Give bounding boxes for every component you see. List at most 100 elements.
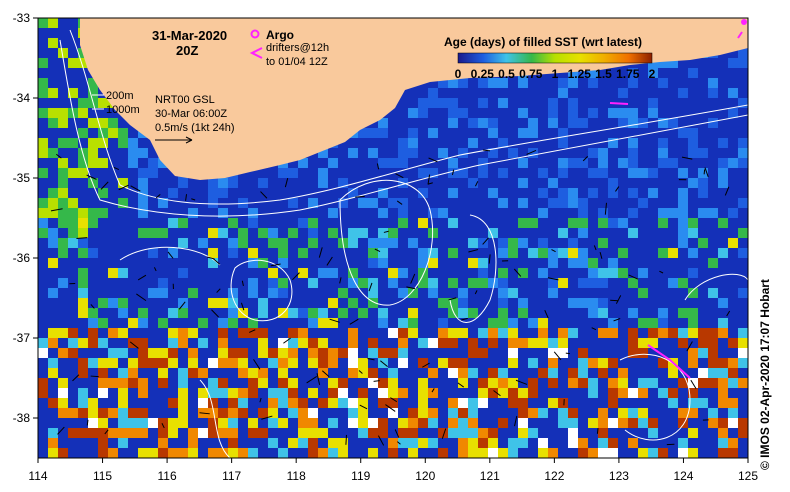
sst-cell — [158, 368, 168, 378]
sst-cell — [508, 438, 518, 448]
sst-cell — [708, 288, 718, 298]
sst-cell — [408, 128, 418, 138]
sst-cell — [168, 428, 178, 438]
sst-cell — [548, 178, 558, 188]
sst-cell — [488, 428, 498, 438]
sst-cell — [158, 378, 168, 388]
sst-cell — [38, 78, 48, 88]
sst-cell — [608, 378, 618, 388]
sst-cell — [98, 188, 108, 198]
sst-cell — [478, 278, 488, 288]
sst-cell — [528, 118, 538, 128]
sst-cell — [218, 388, 228, 398]
sst-cell — [218, 448, 228, 458]
bathymetry-contours — [59, 29, 748, 458]
sst-cell — [358, 388, 368, 398]
sst-cell — [548, 358, 558, 368]
sst-cell — [678, 278, 688, 288]
sst-cell — [638, 288, 648, 298]
sst-cell — [558, 158, 568, 168]
sst-cell — [328, 358, 338, 368]
sst-cell — [658, 78, 668, 88]
sst-cell — [348, 338, 358, 348]
sst-cell — [98, 448, 108, 458]
currents-datetime: 30-Mar 06:00Z — [155, 108, 227, 120]
sst-cell — [48, 438, 58, 448]
colorbar-label: 1.25 — [568, 67, 592, 81]
sst-cell — [458, 308, 468, 318]
sst-cell — [518, 308, 528, 318]
sst-cell — [488, 378, 498, 388]
sst-cell — [238, 238, 248, 248]
sst-cell — [728, 408, 738, 418]
sst-cell — [448, 158, 458, 168]
sst-cell — [638, 318, 648, 328]
current-vector — [428, 157, 438, 163]
sst-cell — [358, 408, 368, 418]
sst-cell — [578, 378, 588, 388]
current-vector — [130, 185, 141, 192]
current-vector — [457, 382, 465, 388]
sst-cell — [378, 228, 388, 238]
sst-cell — [698, 338, 708, 348]
sst-cell — [738, 158, 748, 168]
sst-cell — [638, 418, 648, 428]
sst-cell — [158, 418, 168, 428]
sst-cell — [558, 138, 568, 148]
sst-cell — [378, 118, 388, 128]
drifter-track-2 — [647, 344, 691, 379]
sst-cell — [388, 378, 398, 388]
sst-cell — [208, 448, 218, 458]
sst-cell — [208, 428, 218, 438]
sst-cell — [98, 368, 108, 378]
sst-cell — [138, 418, 148, 428]
sst-cell — [448, 308, 458, 318]
sst-cell — [368, 348, 378, 358]
sst-cell — [198, 238, 208, 248]
sst-cell — [458, 438, 468, 448]
sst-cell — [598, 408, 608, 418]
current-vector — [390, 397, 398, 403]
sst-cell — [98, 358, 108, 368]
sst-cell — [708, 378, 718, 388]
sst-cell — [298, 418, 308, 428]
sst-cell — [158, 318, 168, 328]
sst-cell — [278, 448, 288, 458]
sst-cell — [608, 398, 618, 408]
sst-cell — [78, 368, 88, 378]
sst-cell — [328, 208, 338, 218]
sst-cell — [218, 378, 228, 388]
sst-cell — [498, 268, 508, 278]
sst-cell — [688, 68, 698, 78]
sst-cell — [198, 428, 208, 438]
sst-cell — [558, 228, 568, 238]
current-vector — [104, 429, 109, 435]
sst-cell — [138, 318, 148, 328]
x-tick-label: 116 — [158, 469, 177, 483]
sst-cell — [218, 358, 228, 368]
sst-cell — [68, 138, 78, 148]
sst-cell — [138, 358, 148, 368]
sst-cell — [388, 348, 398, 358]
sst-cell — [548, 448, 558, 458]
sst-cell — [668, 278, 678, 288]
x-tick-label: 117 — [222, 469, 241, 483]
current-vector — [207, 256, 215, 260]
sst-cell — [688, 408, 698, 418]
sst-cell — [688, 318, 698, 328]
sst-cell — [178, 418, 188, 428]
sst-cell — [118, 308, 128, 318]
sst-cell — [58, 238, 68, 248]
sst-cell — [528, 128, 538, 138]
sst-cell — [238, 348, 248, 358]
sst-cell — [368, 248, 378, 258]
sst-cell — [88, 88, 98, 98]
sst-cell — [188, 348, 198, 358]
sst-cell — [58, 188, 68, 198]
sst-cell — [48, 208, 58, 218]
drifter-track-1 — [609, 102, 629, 105]
sst-cell — [398, 288, 408, 298]
sst-cell — [678, 438, 688, 448]
sst-cell — [168, 338, 178, 348]
sst-cell — [388, 388, 398, 398]
